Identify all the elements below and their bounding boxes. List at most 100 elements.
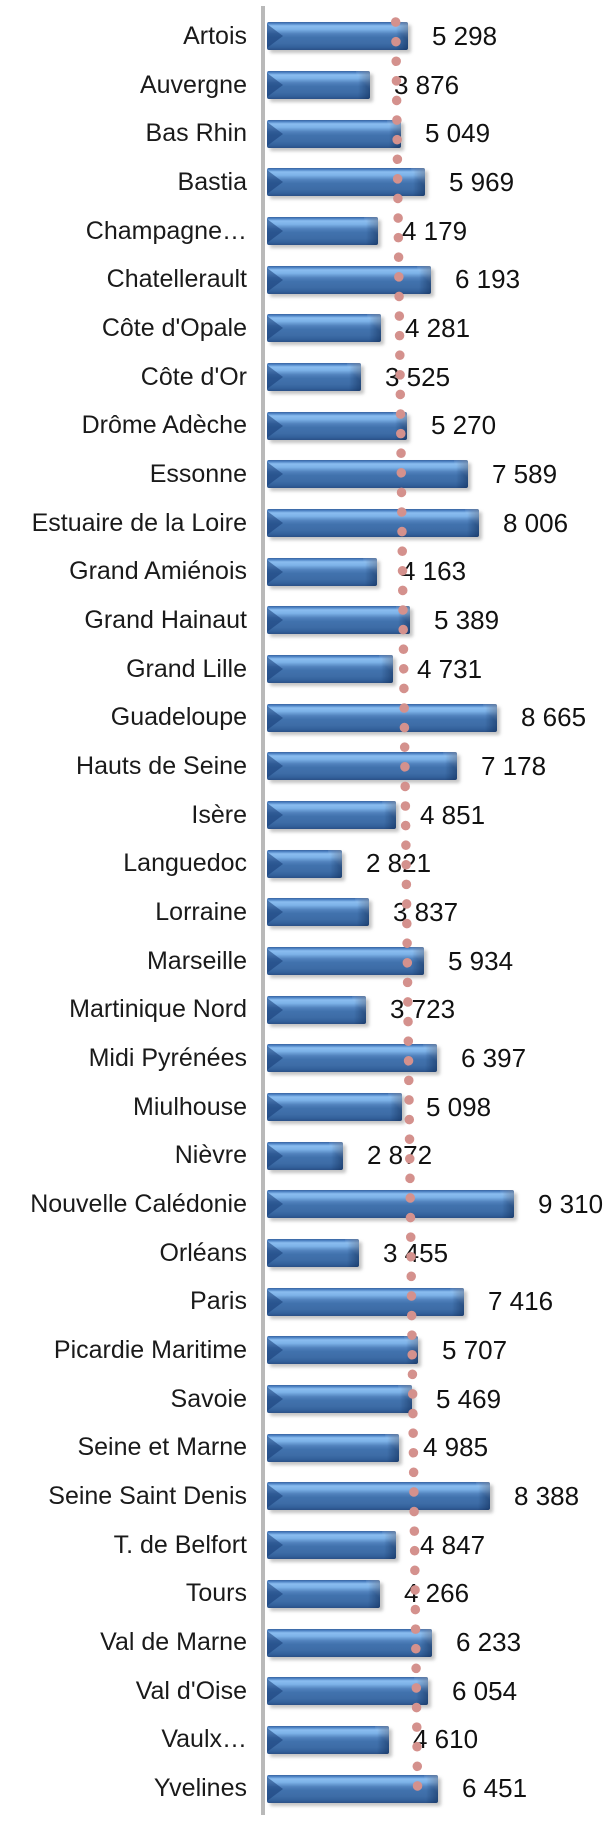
bar <box>267 460 468 489</box>
chart-row: Nièvre 2 872 <box>0 1131 615 1180</box>
value-label: 5 098 <box>426 1091 492 1122</box>
category-label: Seine Saint Denis <box>48 1481 247 1510</box>
bar <box>267 1190 514 1219</box>
plot-area: 4 985 <box>261 1423 615 1472</box>
bar <box>267 1433 399 1462</box>
value-label: 3 876 <box>394 69 460 100</box>
value-label: 4 610 <box>413 1724 479 1755</box>
chart-row: Grand Amiénois 4 163 <box>0 547 615 596</box>
chart-row: Val d'Oise 6 054 <box>0 1667 615 1716</box>
plot-area: 4 281 <box>261 304 615 353</box>
bar <box>267 1482 490 1511</box>
bar <box>267 898 369 927</box>
plot-area: 4 163 <box>261 547 615 596</box>
plot-area: 4 851 <box>261 791 615 840</box>
chart-row: T. de Belfort 4 847 <box>0 1521 615 1570</box>
chart-row: Bastia 5 969 <box>0 158 615 207</box>
bar <box>267 703 497 732</box>
plot-area: 4 266 <box>261 1570 615 1619</box>
bar <box>267 1044 437 1073</box>
category-label: Orléans <box>159 1238 247 1267</box>
chart-row: Yvelines 6 451 <box>0 1764 615 1813</box>
bar <box>267 71 370 99</box>
value-label: 5 934 <box>448 945 514 976</box>
chart-row: Champagne… 4 179 <box>0 207 615 256</box>
plot-area: 5 049 <box>261 109 615 158</box>
plot-area: 7 178 <box>261 742 615 791</box>
value-label: 6 233 <box>456 1627 522 1657</box>
category-label: Nouvelle Calédonie <box>30 1189 247 1218</box>
plot-area: 4 610 <box>261 1716 615 1765</box>
bar <box>267 606 410 635</box>
value-label: 7 178 <box>481 750 547 781</box>
bar <box>267 557 377 586</box>
bar <box>267 849 342 878</box>
chart-row: Isère 4 851 <box>0 791 615 840</box>
value-label: 4 266 <box>404 1578 470 1609</box>
plot-area: 9 310 <box>261 1180 615 1229</box>
chart-row: Guadeloupe 8 665 <box>0 693 615 742</box>
bar <box>267 801 396 830</box>
value-label: 7 416 <box>488 1286 554 1317</box>
category-label: Hauts de Seine <box>76 751 247 780</box>
plot-area: 8 006 <box>261 499 615 548</box>
bar <box>267 752 457 781</box>
bar <box>267 314 381 343</box>
category-label: Drôme Adèche <box>81 411 247 440</box>
value-label: 8 665 <box>521 702 587 733</box>
chart-row: Paris 7 416 <box>0 1277 615 1326</box>
chart-rows: Artois 5 298 Auvergne 3 876 Bas Rhin 5 049 Bas… <box>0 12 615 1813</box>
value-label: 4 985 <box>423 1432 489 1463</box>
value-label: 5 707 <box>442 1334 508 1365</box>
value-label: 5 389 <box>434 604 500 635</box>
category-label: Estuaire de la Loire <box>31 508 247 537</box>
category-label: Paris <box>190 1287 247 1316</box>
plot-area: 5 934 <box>261 937 615 986</box>
category-label: Tours <box>185 1579 247 1608</box>
value-label: 4 163 <box>401 556 467 587</box>
category-label: Vaulx… <box>161 1725 247 1754</box>
chart-row: Auvergne 3 876 <box>0 61 615 110</box>
category-label: Val de Marne <box>100 1628 247 1656</box>
chart-row: Seine Saint Denis 8 388 <box>0 1472 615 1521</box>
bar <box>267 1531 396 1560</box>
bar <box>267 1774 438 1803</box>
category-label: Yvelines <box>153 1774 247 1803</box>
category-label: Seine et Marne <box>77 1433 247 1462</box>
category-label: Bastia <box>177 167 247 196</box>
plot-area: 3 723 <box>261 985 615 1034</box>
bar <box>267 1579 380 1608</box>
value-label: 5 298 <box>432 20 498 51</box>
chart-row: Miulhouse 5 098 <box>0 1083 615 1132</box>
value-label: 6 054 <box>452 1675 518 1706</box>
plot-area: 3 455 <box>261 1229 615 1278</box>
chart-row: Val de Marne 6 233 <box>0 1618 615 1667</box>
bar <box>267 995 366 1024</box>
value-label: 8 006 <box>503 507 569 538</box>
value-label: 3 723 <box>390 994 456 1025</box>
plot-area: 5 389 <box>261 596 615 645</box>
bar <box>267 1239 359 1268</box>
bar <box>267 168 425 197</box>
chart-row: Martinique Nord 3 723 <box>0 985 615 1034</box>
plot-area: 5 469 <box>261 1375 615 1424</box>
bar <box>267 363 361 392</box>
bar <box>267 1725 389 1754</box>
bar <box>267 1336 418 1365</box>
plot-area: 5 969 <box>261 158 615 207</box>
chart-row: Seine et Marne 4 985 <box>0 1423 615 1472</box>
chart-row: Grand Hainaut 5 389 <box>0 596 615 645</box>
bar <box>267 265 431 294</box>
bar <box>267 217 378 246</box>
value-label: 4 731 <box>417 653 483 684</box>
chart-row: Côte d'Or 3 525 <box>0 353 615 402</box>
category-label: Nièvre <box>174 1141 247 1170</box>
value-label: 4 851 <box>420 799 486 830</box>
bar <box>267 655 393 684</box>
bar <box>267 119 401 148</box>
category-label: Martinique Nord <box>69 995 247 1024</box>
chart-row: Hauts de Seine 7 178 <box>0 742 615 791</box>
category-label: Miulhouse <box>133 1092 247 1121</box>
category-label: Lorraine <box>155 897 247 926</box>
plot-area: 6 233 <box>261 1618 615 1667</box>
